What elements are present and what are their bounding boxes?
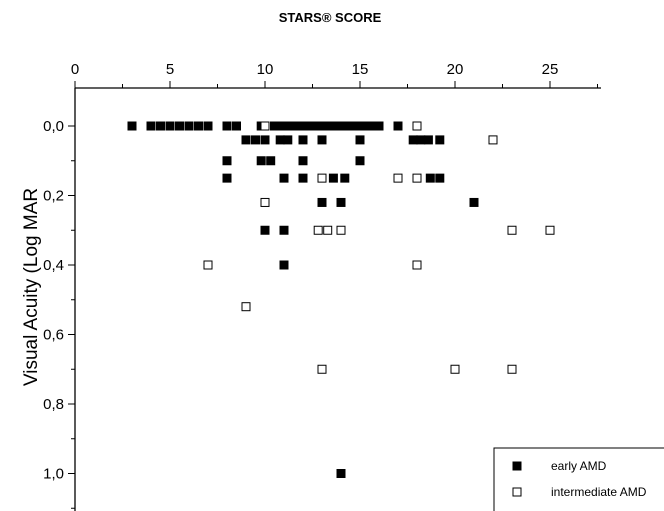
x-tick-label: 0: [71, 61, 79, 78]
point-early-amd: [355, 135, 365, 145]
y-tick-label: 0,6: [43, 327, 64, 344]
point-early-amd: [351, 121, 361, 131]
legend-box: [493, 447, 664, 511]
x-tick-label: 10: [257, 61, 274, 78]
legend-marker: [512, 461, 522, 471]
chart-title: STARS® SCORE: [279, 10, 382, 25]
point-intermediate-amd: [260, 197, 270, 207]
point-intermediate-amd: [317, 173, 327, 183]
point-intermediate-amd: [507, 225, 517, 235]
point-early-amd: [298, 135, 308, 145]
point-early-amd: [393, 121, 403, 131]
y-tick-label: 1,0: [43, 466, 64, 483]
point-early-amd: [279, 225, 289, 235]
point-intermediate-amd: [507, 364, 517, 374]
y-axis: 0,0 0,2 0,4 0,6 0,8 1,0: [43, 88, 76, 511]
point-early-amd: [469, 197, 479, 207]
point-early-amd: [266, 156, 276, 166]
point-intermediate-amd: [412, 121, 422, 131]
y-tick-label: 0,0: [43, 118, 64, 135]
point-early-amd: [290, 121, 300, 131]
point-early-amd: [256, 156, 266, 166]
point-early-amd: [336, 469, 346, 478]
point-early-amd: [222, 121, 232, 131]
point-intermediate-amd: [241, 302, 251, 312]
point-early-amd: [222, 156, 232, 166]
point-early-amd: [425, 173, 435, 183]
point-intermediate-amd: [317, 364, 327, 374]
point-early-amd: [435, 173, 445, 183]
point-early-amd: [283, 135, 293, 145]
point-early-amd: [184, 121, 194, 131]
legend-label: intermediate AMD: [551, 485, 647, 499]
point-early-amd: [317, 135, 327, 145]
point-early-amd: [194, 121, 203, 131]
y-tick-label: 0,4: [43, 257, 64, 274]
point-early-amd: [366, 121, 376, 131]
point-early-amd: [423, 135, 433, 145]
point-early-amd: [435, 135, 445, 145]
point-early-amd: [275, 135, 285, 145]
point-early-amd: [241, 135, 251, 145]
point-early-amd: [298, 156, 308, 166]
point-intermediate-amd: [313, 225, 323, 235]
x-tick-label: 15: [352, 61, 369, 78]
point-intermediate-amd: [336, 225, 346, 235]
legend-marker: [512, 487, 522, 497]
point-intermediate-amd: [450, 364, 460, 374]
point-early-amd: [260, 225, 270, 235]
point-intermediate-amd: [545, 225, 555, 235]
point-intermediate-amd: [393, 173, 403, 183]
point-early-amd: [359, 121, 369, 131]
point-early-amd: [355, 156, 365, 166]
point-early-amd: [156, 121, 165, 131]
point-early-amd: [408, 135, 418, 145]
point-early-amd: [203, 121, 213, 131]
point-early-amd: [298, 173, 308, 183]
x-tick-label: 5: [166, 61, 174, 78]
point-early-amd: [374, 121, 384, 131]
x-axis: 0 5 10 15 20 25: [71, 61, 601, 89]
point-early-amd: [232, 121, 241, 131]
point-early-amd: [340, 173, 350, 183]
point-early-amd: [279, 260, 289, 270]
point-early-amd: [146, 121, 156, 131]
point-intermediate-amd: [323, 225, 333, 235]
point-early-amd: [317, 197, 327, 207]
point-early-amd: [344, 121, 354, 131]
data-points: [127, 121, 555, 478]
legend-label: early AMD: [551, 459, 607, 473]
x-tick-label: 20: [447, 61, 464, 78]
point-intermediate-amd: [412, 173, 422, 183]
point-early-amd: [328, 121, 338, 131]
point-intermediate-amd: [412, 260, 422, 270]
legend: early AMD intermediate AMD: [493, 447, 664, 511]
x-tick-label: 25: [542, 61, 559, 78]
point-early-amd: [416, 135, 426, 145]
point-early-amd: [260, 135, 270, 145]
point-early-amd: [251, 135, 260, 145]
y-axis-label: Visual Acuity (Log MAR: [21, 188, 42, 386]
point-early-amd: [127, 121, 137, 131]
point-early-amd: [165, 121, 175, 131]
y-tick-label: 0,2: [43, 188, 64, 205]
point-early-amd: [336, 121, 346, 131]
point-early-amd: [328, 173, 338, 183]
point-intermediate-amd: [203, 260, 213, 270]
point-early-amd: [222, 173, 232, 183]
point-early-amd: [309, 121, 319, 131]
point-early-amd: [279, 173, 289, 183]
point-early-amd: [336, 197, 346, 207]
y-tick-label: 0,8: [43, 396, 64, 413]
point-intermediate-amd: [488, 135, 498, 145]
point-intermediate-amd: [260, 121, 270, 131]
point-early-amd: [175, 121, 184, 131]
